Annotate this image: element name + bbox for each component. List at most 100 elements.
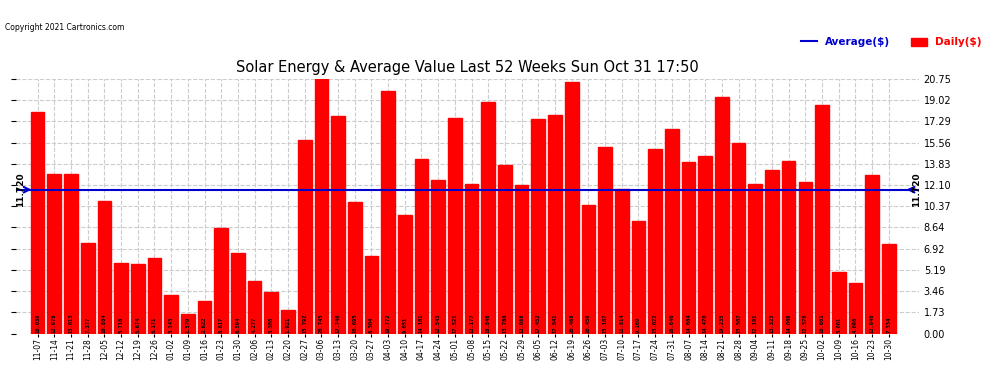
- Text: 12.376: 12.376: [803, 313, 808, 333]
- Text: 19.772: 19.772: [386, 313, 391, 333]
- Bar: [848, 283, 862, 334]
- Text: 7.334: 7.334: [886, 316, 891, 333]
- Text: 12.088: 12.088: [519, 313, 524, 333]
- Bar: [698, 156, 712, 334]
- Bar: [198, 302, 212, 334]
- Text: 9.169: 9.169: [636, 316, 641, 333]
- Text: 14.470: 14.470: [703, 313, 708, 333]
- Bar: [48, 174, 61, 334]
- Bar: [98, 201, 111, 334]
- Text: 10.695: 10.695: [352, 313, 357, 333]
- Bar: [581, 205, 595, 334]
- Text: 14.004: 14.004: [686, 313, 691, 333]
- Bar: [415, 159, 429, 334]
- Bar: [464, 184, 478, 334]
- Text: 14.069: 14.069: [786, 313, 791, 333]
- Text: 18.846: 18.846: [486, 313, 491, 333]
- Text: 15.507: 15.507: [737, 313, 742, 333]
- Text: 5.716: 5.716: [119, 316, 124, 333]
- Text: 20.468: 20.468: [569, 313, 574, 333]
- Bar: [264, 292, 278, 334]
- Text: 11.720: 11.720: [912, 172, 921, 207]
- Bar: [598, 147, 612, 334]
- Bar: [515, 185, 529, 334]
- Bar: [432, 180, 446, 334]
- Bar: [347, 202, 361, 334]
- Bar: [865, 175, 879, 334]
- Text: 8.617: 8.617: [219, 316, 224, 333]
- Bar: [481, 102, 495, 334]
- Bar: [732, 143, 745, 334]
- Bar: [398, 215, 412, 334]
- Bar: [748, 184, 762, 334]
- Text: 3.380: 3.380: [269, 316, 274, 333]
- Text: 15.187: 15.187: [603, 313, 608, 333]
- Bar: [81, 243, 95, 334]
- Bar: [832, 272, 845, 334]
- Text: 13.323: 13.323: [769, 313, 774, 333]
- Bar: [782, 161, 796, 334]
- Text: 6.594: 6.594: [236, 316, 241, 333]
- Bar: [64, 174, 78, 334]
- Text: 6.304: 6.304: [369, 316, 374, 333]
- Bar: [148, 258, 161, 334]
- Text: Copyright 2021 Cartronics.com: Copyright 2021 Cartronics.com: [5, 23, 125, 32]
- Text: 10.804: 10.804: [102, 313, 107, 333]
- Text: 11.814: 11.814: [620, 313, 625, 333]
- Text: 3.143: 3.143: [168, 316, 173, 333]
- Bar: [565, 82, 578, 334]
- Text: 7.377: 7.377: [85, 316, 90, 333]
- Bar: [164, 295, 178, 334]
- Bar: [815, 105, 829, 334]
- Bar: [715, 98, 729, 334]
- Text: 17.521: 17.521: [452, 313, 457, 333]
- Bar: [682, 162, 695, 334]
- Text: 5.674: 5.674: [136, 316, 141, 333]
- Text: 12.978: 12.978: [51, 313, 56, 333]
- Bar: [765, 170, 779, 334]
- Bar: [248, 281, 261, 334]
- Bar: [332, 116, 345, 334]
- Text: 12.177: 12.177: [469, 313, 474, 333]
- Text: 17.841: 17.841: [552, 313, 557, 333]
- Bar: [548, 114, 562, 334]
- Bar: [131, 264, 145, 334]
- Bar: [498, 165, 512, 334]
- Text: 18.039: 18.039: [36, 313, 41, 333]
- Title: Solar Energy & Average Value Last 52 Weeks Sun Oct 31 17:50: Solar Energy & Average Value Last 52 Wee…: [236, 60, 699, 75]
- Bar: [114, 263, 128, 334]
- Bar: [315, 79, 329, 334]
- Text: 10.459: 10.459: [586, 313, 591, 333]
- Text: 19.235: 19.235: [720, 313, 725, 333]
- Bar: [648, 149, 662, 334]
- Text: 16.646: 16.646: [669, 313, 674, 333]
- Bar: [799, 182, 812, 334]
- Text: 5.001: 5.001: [837, 316, 842, 333]
- Bar: [215, 228, 228, 334]
- Text: 4.096: 4.096: [853, 316, 858, 333]
- Bar: [364, 256, 378, 334]
- Text: 13.766: 13.766: [503, 313, 508, 333]
- Bar: [181, 314, 195, 334]
- Bar: [632, 221, 645, 334]
- Text: 18.601: 18.601: [820, 313, 825, 333]
- Text: 4.277: 4.277: [252, 316, 257, 333]
- Text: 9.651: 9.651: [402, 316, 407, 333]
- Text: 6.171: 6.171: [152, 316, 157, 333]
- Bar: [31, 112, 45, 334]
- Bar: [231, 253, 245, 334]
- Bar: [381, 91, 395, 334]
- Text: 1.921: 1.921: [285, 316, 290, 333]
- Text: 20.745: 20.745: [319, 313, 324, 333]
- Text: 12.543: 12.543: [436, 313, 441, 333]
- Text: 14.181: 14.181: [419, 313, 424, 333]
- Text: 1.579: 1.579: [185, 316, 190, 333]
- Bar: [448, 118, 461, 334]
- Text: 15.792: 15.792: [302, 313, 307, 333]
- Bar: [532, 119, 545, 334]
- Legend: Average($), Daily($): Average($), Daily($): [797, 33, 986, 51]
- Bar: [281, 310, 295, 334]
- Bar: [882, 243, 896, 334]
- Text: 17.452: 17.452: [536, 313, 541, 333]
- Bar: [615, 189, 629, 334]
